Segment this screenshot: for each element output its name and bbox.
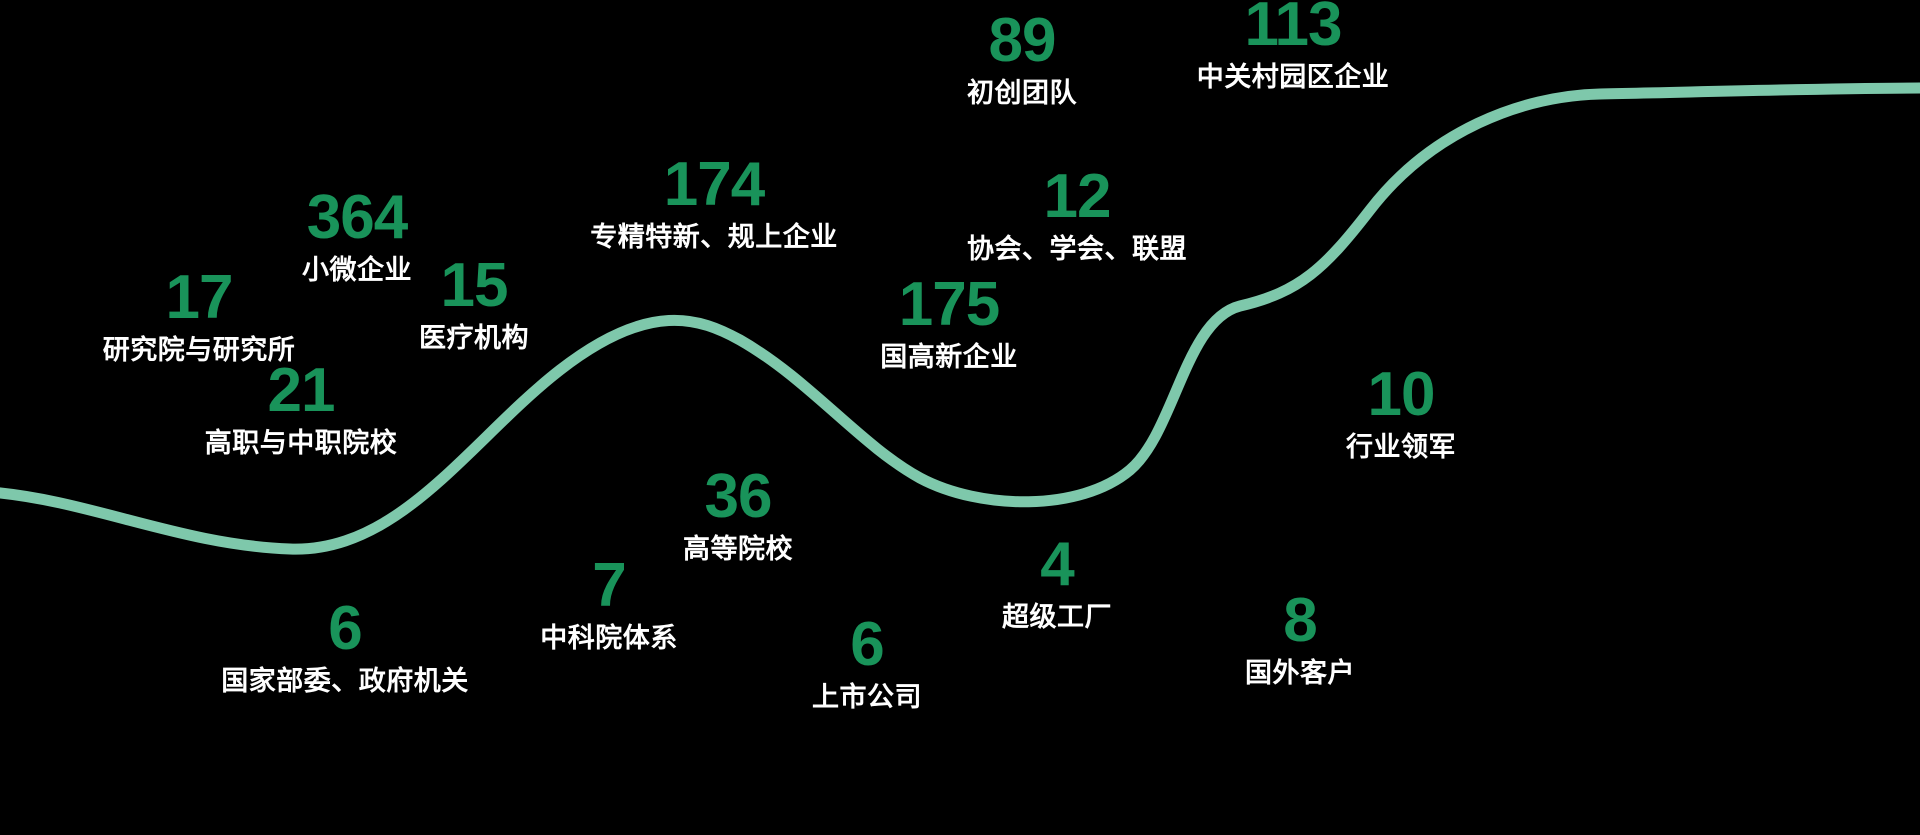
wave-curve-path [0, 82, 1920, 555]
stat-value: 4 [1040, 530, 1074, 599]
stat-label: 国外客户 [1245, 658, 1355, 689]
stat-label: 专精特新、规上企业 [590, 222, 838, 253]
stat-label: 中科院体系 [540, 623, 678, 654]
stat-annotation: 6 上市公司 [812, 612, 922, 713]
stat-value: 7 [592, 551, 626, 620]
stat-annotation: 21 高职与中职院校 [205, 358, 398, 459]
stat-value: 36 [704, 462, 773, 531]
stat-label: 小微企业 [302, 255, 412, 286]
stat-annotation: 175 国高新企业 [880, 272, 1018, 373]
stat-value: 15 [440, 251, 509, 320]
stat-label: 高职与中职院校 [204, 428, 398, 459]
stat-value: 113 [1244, 0, 1342, 59]
stat-label: 超级工厂 [1002, 602, 1112, 633]
stat-annotation: 17 研究院与研究所 [103, 265, 296, 366]
stat-annotation: 4 超级工厂 [1002, 532, 1112, 633]
stat-label: 上市公司 [812, 682, 922, 713]
stat-annotation: 36 高等院校 [683, 464, 793, 565]
stat-annotation: 174 专精特新、规上企业 [590, 152, 838, 253]
stat-annotation: 6 国家部委、政府机关 [221, 596, 469, 697]
stat-annotation: 10 行业领军 [1346, 362, 1456, 463]
stat-value: 6 [850, 610, 884, 679]
stat-label: 高等院校 [683, 534, 793, 565]
stat-value: 8 [1283, 586, 1317, 655]
stat-annotation: 7 中科院体系 [540, 553, 678, 654]
stat-value: 10 [1367, 360, 1436, 429]
stat-label: 中关村园区企业 [1196, 62, 1390, 93]
stat-value: 21 [267, 356, 336, 425]
stat-value: 12 [1043, 162, 1112, 231]
stat-label: 协会、学会、联盟 [967, 234, 1187, 265]
stat-value: 6 [328, 594, 362, 663]
stat-value: 364 [306, 183, 408, 252]
stat-annotation: 12 协会、学会、联盟 [967, 164, 1187, 265]
stat-annotation: 15 医疗机构 [419, 253, 529, 354]
stat-annotation: 113 中关村园区企业 [1197, 0, 1390, 93]
stat-label: 国家部委、政府机关 [221, 666, 469, 697]
stat-label: 研究院与研究所 [102, 335, 296, 366]
stat-annotation: 364 小微企业 [302, 185, 412, 286]
stat-label: 行业领军 [1346, 432, 1456, 463]
stat-label: 初创团队 [967, 78, 1077, 109]
stat-value: 174 [663, 150, 765, 219]
stat-label: 医疗机构 [419, 323, 529, 354]
stat-label: 国高新企业 [880, 342, 1018, 373]
stat-value: 175 [898, 270, 1000, 339]
stat-annotation: 8 国外客户 [1245, 588, 1355, 689]
stat-value: 89 [988, 6, 1057, 75]
stat-value: 17 [165, 263, 234, 332]
stat-annotation: 89 初创团队 [967, 8, 1077, 109]
